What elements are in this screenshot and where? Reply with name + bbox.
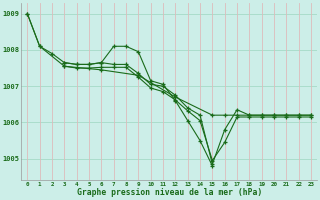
X-axis label: Graphe pression niveau de la mer (hPa): Graphe pression niveau de la mer (hPa) <box>76 188 262 197</box>
